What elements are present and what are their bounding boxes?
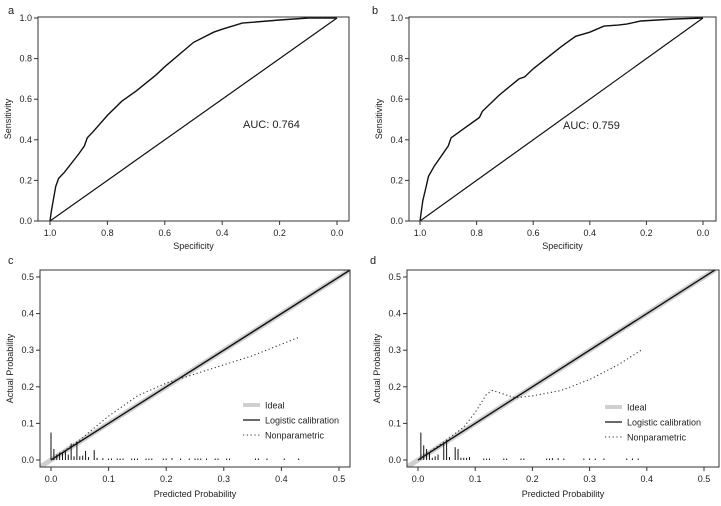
auc-annotation: AUC: 0.764 [243,119,300,131]
y-tick-label: 0.2 [388,382,401,392]
x-tick-label: 0.2 [160,474,173,484]
panel-b: b 1.0 0.8 0.6 0.4 0.2 0.0 0.0 0.2 0.4 0.6 0.8 1.0 Spe… [372,5,717,251]
y-tick-label: 0.0 [388,455,401,465]
logistic-calibration-line [417,270,716,461]
y-tick-label: 0.4 [390,135,403,145]
x-axis-label: Specificity [173,241,214,251]
x-tick-label: 0.4 [216,228,229,238]
nonparametric-line [50,336,299,461]
legend-entry: Nonparametric [627,433,687,443]
x-tick-label: 0.0 [331,228,344,238]
x-tick-label: 0.4 [584,228,597,238]
x-tick-label: 0.2 [273,228,286,238]
y-tick-label: 0.4 [19,135,32,145]
roc-curve [49,17,337,221]
y-axis-label: Actual Probability [5,333,15,403]
y-tick-label: 0.1 [21,418,34,428]
panel-label: a [8,5,15,17]
x-axis-label: Predicted Probability [522,489,605,499]
reference-diagonal [419,17,704,221]
x-tick-label: 0.8 [101,228,114,238]
axes-frame [408,16,717,222]
x-tick-label: 1.0 [414,228,427,238]
x-tick-label: 0.1 [102,474,115,484]
x-tick-label: 0.4 [641,474,654,484]
x-tick-label: 0.5 [698,474,711,484]
x-tick-label: 0.0 [412,474,425,484]
y-tick-label: 0.6 [390,94,403,104]
x-tick-label: 0.4 [275,474,288,484]
x-tick-label: 0.1 [469,474,482,484]
x-tick-label: 0.2 [640,228,653,238]
x-tick-label: 0.8 [470,228,483,238]
x-tick-label: 1.0 [44,228,57,238]
y-tick-label: 0.3 [21,345,34,355]
y-tick-label: 0.0 [19,216,32,226]
auc-annotation: AUC: 0.759 [563,120,620,132]
y-tick-label: 0.1 [388,418,401,428]
y-tick-label: 0.8 [390,54,403,64]
y-tick-label: 0.6 [19,94,32,104]
x-tick-label: 0.3 [218,474,231,484]
y-tick-label: 0.4 [388,309,401,319]
axes-frame [406,269,720,468]
logistic-calibration-line [50,270,350,461]
x-tick-label: 0.6 [159,228,172,238]
y-tick-label: 0.4 [21,309,34,319]
y-tick-label: 1.0 [19,13,32,23]
plot-area [419,17,704,221]
x-tick-label: 0.0 [697,228,710,238]
y-tick-label: 0.2 [390,175,403,185]
y-tick-label: 0.5 [388,272,401,282]
legend: Ideal Logistic calibration Nonparametric [605,403,701,443]
x-axis-label: Predicted Probability [154,489,237,499]
legend-entry: Logistic calibration [627,418,701,428]
x-tick-label: 0.2 [526,474,539,484]
y-tick-label: 0.8 [19,54,32,64]
axes-frame [37,16,350,222]
y-axis-label: Actual Probability [372,333,382,403]
x-tick-label: 0.6 [527,228,540,238]
x-tick-label: 0.5 [333,474,346,484]
roc-curve [419,17,704,221]
plot-area [407,270,717,467]
legend: Ideal Logistic calibration Nonparametric [243,401,339,441]
y-tick-label: 1.0 [390,13,403,23]
panel-label: b [372,5,378,17]
y-tick-label: 0.0 [21,455,34,465]
axes-frame [39,269,351,468]
legend-entry: Ideal [265,401,285,411]
y-tick-label: 0.2 [21,382,34,392]
x-axis-label: Specificity [542,241,583,251]
legend-entry: Logistic calibration [265,416,339,426]
y-axis-label: Sensitivity [374,98,384,139]
panel-a: a 1.0 0.8 0.6 0.4 0.2 0.0 0.0 0.2 0.4 0.6 0.8 1.0 Spe… [3,5,350,251]
y-tick-label: 0.2 [19,175,32,185]
reference-diagonal [49,17,338,221]
y-tick-label: 0.3 [388,345,401,355]
x-tick-label: 0.3 [583,474,596,484]
panel-label: c [8,255,14,267]
legend-entry: Nonparametric [265,431,325,441]
y-tick-label: 0.0 [390,216,403,226]
y-tick-label: 0.5 [21,272,34,282]
panel-d: d 0.0 0.1 0.2 0.3 0.4 0.5 0.0 0.1 0.2 0.3 0.4 0.5 Pre… [370,255,720,499]
panel-label: d [370,255,376,267]
plot-area [40,270,350,467]
y-axis-label: Sensitivity [3,98,13,139]
legend-entry: Ideal [627,403,647,413]
plot-area [49,17,338,221]
panel-c: c 0.0 0.1 0.2 0.3 0.4 0.5 0.0 0.1 0.2 0.3 0.4 0.5 Pre… [5,255,351,499]
x-tick-label: 0.0 [45,474,58,484]
